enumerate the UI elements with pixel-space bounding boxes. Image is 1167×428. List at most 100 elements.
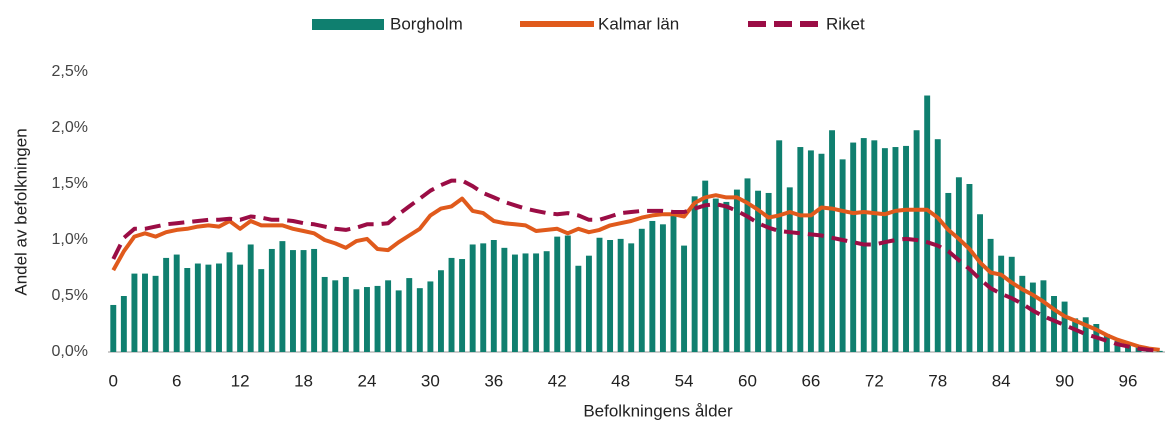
bar [744,178,751,352]
bar [216,263,222,352]
bar [755,190,762,352]
bar [237,264,244,352]
bar [342,276,349,352]
y-axis-title: Andel av befolkningen [11,128,30,295]
bar [670,215,677,352]
bar [459,259,466,352]
x-tick-label: 84 [992,371,1011,390]
bar [1103,334,1110,352]
x-tick-label: 66 [801,371,820,390]
y-tick-label: 1,5% [52,175,88,192]
bar [554,236,561,352]
bar [142,273,148,352]
bar [955,177,962,352]
bar [131,273,138,352]
x-tick-label: 96 [1119,371,1138,390]
legend-label: Borgholm [390,14,463,33]
bar [311,248,318,352]
bar [585,255,592,352]
x-tick-label: 48 [611,371,630,390]
bar [649,220,656,352]
bar [617,238,624,352]
bar [892,147,899,352]
bar [575,265,582,352]
bar [480,243,487,352]
bar [533,253,540,352]
bar [522,253,529,352]
bar [977,214,983,352]
y-tick-label: 2,0% [52,119,88,136]
bar [353,289,360,352]
bar [723,201,730,352]
bar [290,250,296,352]
legend-label: Kalmar län [598,14,679,33]
bar [321,276,328,352]
bar [543,251,550,352]
bar [511,254,518,352]
bar [1040,280,1047,352]
bar [437,270,444,352]
y-tick-label: 0,0% [52,343,88,360]
bar [300,250,307,352]
bar [1061,301,1068,352]
bar [1114,340,1121,352]
bar [807,150,814,352]
bar [194,263,201,352]
x-tick-label: 54 [675,371,694,390]
bar [776,140,783,352]
bar [469,244,476,352]
bar [427,281,434,352]
x-tick-label: 90 [1055,371,1074,390]
bar [1008,256,1015,352]
x-tick-label: 36 [484,371,503,390]
bar [850,142,857,352]
bar [1029,282,1036,352]
bar [268,248,275,352]
x-tick-label: 6 [172,371,181,390]
bar [1156,350,1163,352]
bar [416,288,423,352]
bar [406,278,413,352]
y-tick-label: 1,0% [52,231,88,248]
bar [691,196,698,352]
x-tick-label: 30 [421,371,440,390]
bar [279,241,286,352]
x-tick-label: 42 [548,371,567,390]
bar [226,252,233,352]
bar [628,243,635,352]
line [111,178,1160,353]
bar [765,192,772,352]
legend-swatch [312,19,384,30]
bar [987,238,994,352]
bar [1051,296,1057,352]
bar [797,147,804,352]
bar [374,285,381,352]
bar [702,180,709,352]
bar [1072,318,1079,352]
bar [395,290,402,352]
x-tick-label: 60 [738,371,757,390]
bar [152,275,159,352]
bar [564,235,571,352]
bar [998,255,1005,352]
bar [364,287,370,352]
bar [1082,317,1089,352]
bar [839,159,846,352]
bar [258,269,265,352]
bar [638,228,645,352]
bar [903,145,909,352]
bar [448,257,455,352]
bar [1019,275,1026,352]
x-axis-title: Befolkningens ålder [583,401,733,420]
bar [596,237,603,352]
bar [247,244,254,352]
bar [501,247,508,352]
bar [120,296,127,352]
x-tick-label: 12 [231,371,250,390]
y-tick-label: 0,5% [52,287,88,304]
bar [163,257,170,352]
y-tick-label: 2,5% [52,63,88,80]
bar [786,187,793,352]
x-tick-label: 78 [928,371,947,390]
